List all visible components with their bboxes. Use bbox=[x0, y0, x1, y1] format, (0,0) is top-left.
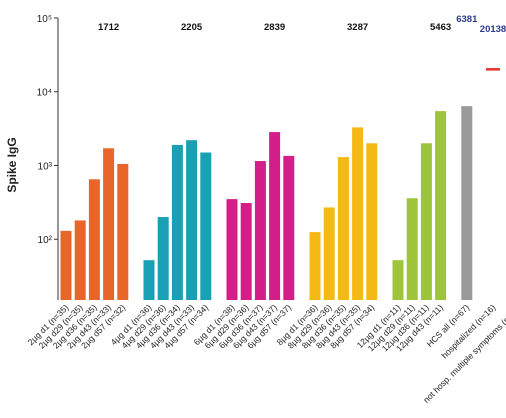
bar bbox=[323, 207, 335, 300]
bar bbox=[240, 203, 252, 300]
bar bbox=[103, 148, 115, 300]
y-tick-label: 10⁵ bbox=[37, 14, 52, 25]
bar bbox=[143, 260, 155, 300]
bar bbox=[171, 144, 183, 300]
bar bbox=[74, 220, 86, 300]
bar bbox=[200, 152, 212, 300]
bar bbox=[226, 199, 238, 300]
bar bbox=[435, 111, 447, 300]
value-label: 2205 bbox=[181, 22, 203, 33]
bar bbox=[309, 232, 321, 300]
y-tick-label: 10³ bbox=[38, 161, 53, 172]
value-label: 3287 bbox=[347, 22, 368, 33]
bar bbox=[337, 157, 349, 300]
bar bbox=[461, 106, 473, 300]
bar bbox=[420, 143, 432, 300]
bar bbox=[186, 140, 198, 300]
bar bbox=[392, 260, 404, 300]
bar bbox=[60, 230, 72, 300]
bar bbox=[283, 155, 295, 300]
bar bbox=[254, 161, 266, 300]
value-label: 6381 bbox=[456, 14, 478, 25]
bar bbox=[117, 163, 129, 300]
y-tick-label: 10² bbox=[38, 235, 53, 246]
value-label: 1712 bbox=[98, 22, 119, 33]
bar bbox=[157, 217, 169, 300]
bar bbox=[352, 127, 364, 300]
value-label: 5463 bbox=[430, 22, 451, 33]
y-tick-label: 10⁴ bbox=[37, 88, 52, 99]
bar bbox=[88, 179, 100, 300]
y-axis-label: Spike IgG bbox=[5, 137, 19, 192]
bar bbox=[366, 143, 378, 300]
value-label: 2839 bbox=[264, 22, 285, 33]
bar bbox=[406, 198, 418, 300]
value-label: 20138 bbox=[480, 24, 506, 35]
bar bbox=[269, 132, 281, 300]
